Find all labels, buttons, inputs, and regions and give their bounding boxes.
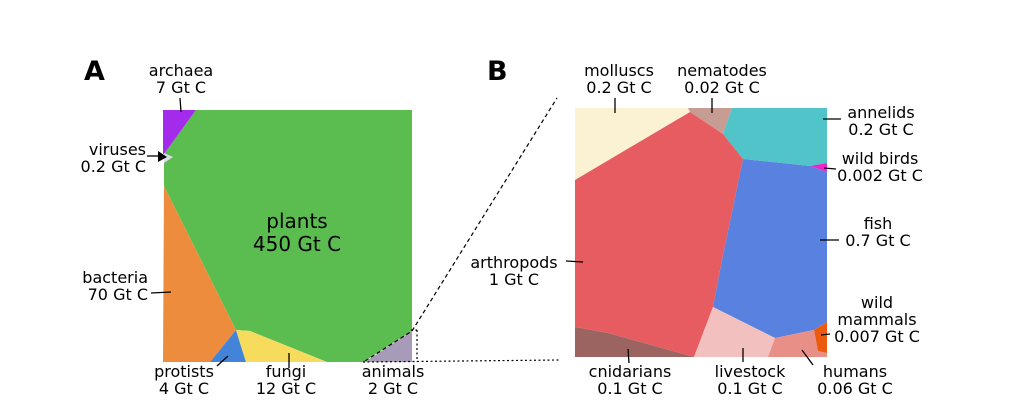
label-archaea-value: 7 Gt C	[155, 78, 207, 97]
label-nematodes-name: nematodes	[677, 61, 767, 80]
label-humans-value: 0.06 Gt C	[817, 379, 893, 398]
label-animals: animals 2 Gt C	[362, 363, 425, 397]
leader-bacteria	[150, 291, 172, 294]
label-plants: plants 450 Gt C	[253, 210, 341, 256]
label-humans: humans 0.06 Gt C	[817, 363, 893, 397]
zoom-line-bottom	[362, 359, 561, 363]
label-fungi: fungi 12 Gt C	[256, 363, 316, 397]
label-fish: fish 0.7 Gt C	[845, 215, 910, 249]
label-annelids: annelids 0.2 Gt C	[847, 104, 914, 138]
region-protists	[210, 330, 246, 362]
region-molluscs	[575, 108, 690, 180]
label-animals-name: animals	[361, 362, 425, 381]
region-archaea	[163, 110, 196, 154]
label-wild-mammals-name: wild mammals	[837, 293, 917, 329]
label-protists: protists 4 Gt C	[154, 363, 214, 397]
label-wild-mammals: wild mammals 0.007 Gt C	[831, 294, 923, 345]
panel-b-letter: B	[487, 56, 508, 87]
region-plants	[164, 110, 412, 362]
panel-b-treemap	[575, 108, 827, 357]
zoom-line-diagonal	[411, 97, 558, 332]
label-nematodes: nematodes 0.02 Gt C	[677, 62, 767, 96]
leader-protists	[216, 355, 229, 367]
leader-arthropods	[565, 260, 584, 263]
label-arthropods-value: 1 Gt C	[488, 270, 540, 289]
label-cnidarians-value: 0.1 Gt C	[597, 379, 663, 398]
label-annelids-name: annelids	[847, 103, 915, 122]
label-protists-name: protists	[154, 362, 214, 381]
label-animals-value: 2 Gt C	[367, 379, 419, 398]
leader-wild-mammals	[820, 333, 831, 336]
leader-lines	[147, 97, 841, 368]
label-molluscs-value: 0.2 Gt C	[586, 78, 652, 97]
label-plants-value: 450 Gt C	[252, 232, 342, 256]
label-livestock-name: livestock	[714, 362, 786, 381]
label-protists-value: 4 Gt C	[158, 379, 210, 398]
region-fungi	[236, 330, 327, 362]
region-livestock	[694, 307, 775, 357]
region-wild-mammals	[814, 322, 827, 353]
label-wild-birds: wild birds 0.002 Gt C	[837, 150, 923, 184]
label-arthropods-name: arthropods	[470, 253, 558, 272]
label-humans-name: humans	[822, 362, 888, 381]
region-fish	[713, 159, 827, 338]
leader-archaea	[179, 97, 182, 113]
label-livestock: livestock 0.1 Gt C	[715, 363, 786, 397]
region-viruses	[164, 153, 173, 163]
label-livestock-value: 0.1 Gt C	[717, 379, 783, 398]
label-bacteria: bacteria 70 Gt C	[82, 269, 148, 303]
label-cnidarians: cnidarians 0.1 Gt C	[589, 363, 672, 397]
label-plants-name: plants	[266, 209, 328, 233]
region-cnidarians	[575, 327, 694, 357]
region-wild-birds	[810, 163, 827, 172]
region-bacteria	[163, 186, 236, 362]
region-animals	[365, 331, 412, 362]
region-humans	[768, 330, 827, 357]
zoom-connector-lines	[362, 97, 561, 363]
panel-a-letter: A	[84, 56, 105, 87]
label-bacteria-name: bacteria	[82, 268, 148, 287]
label-viruses-name: viruses	[88, 140, 146, 159]
label-fungi-name: fungi	[265, 362, 307, 381]
label-annelids-value: 0.2 Gt C	[848, 120, 914, 139]
label-molluscs-name: molluscs	[584, 61, 654, 80]
label-viruses-value: 0.2 Gt C	[80, 157, 146, 176]
label-viruses: viruses 0.2 Gt C	[81, 141, 146, 175]
label-molluscs: molluscs 0.2 Gt C	[584, 62, 654, 96]
label-wild-birds-value: 0.002 Gt C	[837, 166, 923, 185]
panel-a-treemap	[163, 110, 412, 362]
leader-humans	[801, 349, 814, 366]
label-nematodes-value: 0.02 Gt C	[684, 78, 760, 97]
label-fish-name: fish	[863, 214, 893, 233]
label-cnidarians-name: cnidarians	[588, 362, 672, 381]
leader-wild-birds	[823, 167, 837, 170]
label-archaea-name: archaea	[148, 61, 214, 80]
label-fungi-value: 12 Gt C	[255, 379, 317, 398]
zoom-line-hypotenuse	[364, 330, 413, 362]
region-arthropods	[575, 112, 743, 357]
label-fish-value: 0.7 Gt C	[845, 231, 911, 250]
label-bacteria-value: 70 Gt C	[87, 285, 148, 304]
region-annelids	[723, 108, 827, 166]
label-wild-birds-name: wild birds	[841, 149, 919, 168]
viruses-arrowhead	[158, 151, 167, 162]
label-arthropods: arthropods 1 Gt C	[470, 254, 557, 288]
leader-cnidarians	[627, 348, 630, 364]
label-archaea: archaea 7 Gt C	[149, 62, 213, 96]
region-nematodes	[688, 108, 732, 134]
label-wild-mammals-value: 0.007 Gt C	[834, 327, 920, 346]
